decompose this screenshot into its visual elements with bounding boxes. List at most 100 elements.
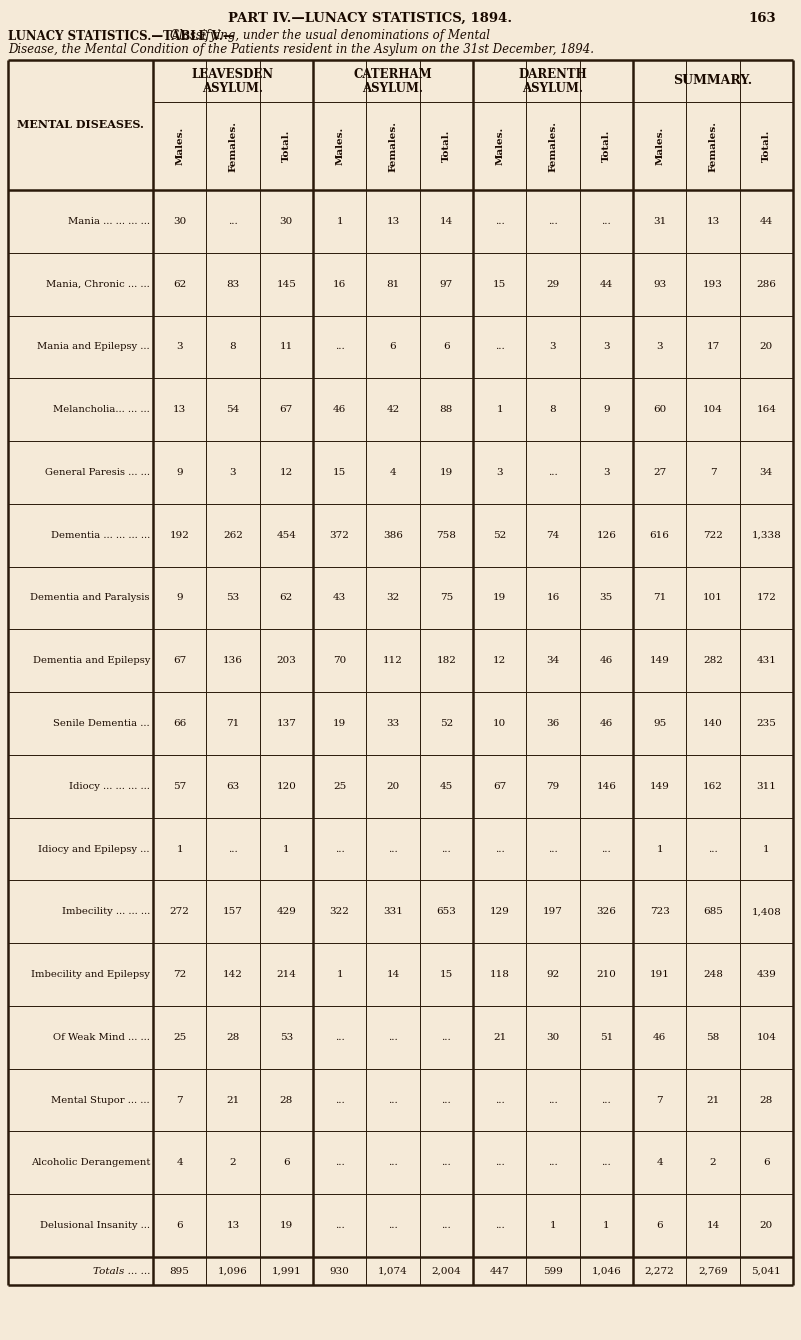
Text: 97: 97 [440, 280, 453, 288]
Text: Senile Dementia ...: Senile Dementia ... [54, 720, 150, 728]
Text: 3: 3 [230, 468, 236, 477]
Text: ...: ... [495, 217, 505, 226]
Text: 157: 157 [223, 907, 243, 917]
Text: ...: ... [548, 1158, 557, 1167]
Text: Imbecility ... ... ...: Imbecility ... ... ... [62, 907, 150, 917]
Text: 44: 44 [600, 280, 613, 288]
Text: ...: ... [335, 343, 344, 351]
Text: 3: 3 [603, 468, 610, 477]
Text: 3: 3 [656, 343, 663, 351]
Text: 6: 6 [656, 1221, 663, 1230]
Text: ...: ... [495, 1221, 505, 1230]
Text: ...: ... [495, 1158, 505, 1167]
Text: 2,769: 2,769 [698, 1266, 728, 1276]
Text: Imbecility and Epilepsy: Imbecility and Epilepsy [31, 970, 150, 980]
Text: 104: 104 [756, 1033, 776, 1041]
Text: 1: 1 [336, 217, 343, 226]
Text: 62: 62 [173, 280, 187, 288]
Text: 454: 454 [276, 531, 296, 540]
Text: 1,991: 1,991 [272, 1266, 301, 1276]
Text: 1: 1 [336, 970, 343, 980]
Text: ...: ... [548, 217, 557, 226]
Text: 322: 322 [330, 907, 349, 917]
Text: 386: 386 [383, 531, 403, 540]
Text: 326: 326 [597, 907, 616, 917]
Text: 6: 6 [763, 1158, 770, 1167]
Text: 1: 1 [497, 405, 503, 414]
Text: 6: 6 [443, 343, 449, 351]
Text: ASYLUM.: ASYLUM. [203, 82, 264, 95]
Text: MENTAL DISEASES.: MENTAL DISEASES. [17, 119, 144, 130]
Text: Mania, Chronic ... ...: Mania, Chronic ... ... [46, 280, 150, 288]
Text: 46: 46 [333, 405, 346, 414]
Text: 75: 75 [440, 594, 453, 603]
Text: 172: 172 [756, 594, 776, 603]
Text: 262: 262 [223, 531, 243, 540]
Text: 203: 203 [276, 657, 296, 665]
Text: ...: ... [388, 1033, 398, 1041]
Text: 137: 137 [276, 720, 296, 728]
Text: 45: 45 [440, 781, 453, 791]
Text: ...: ... [602, 1158, 611, 1167]
Text: 182: 182 [437, 657, 457, 665]
Text: 1,074: 1,074 [378, 1266, 408, 1276]
Text: 12: 12 [280, 468, 293, 477]
Text: 30: 30 [280, 217, 293, 226]
Text: 286: 286 [756, 280, 776, 288]
Text: ...: ... [335, 1221, 344, 1230]
Text: 14: 14 [440, 217, 453, 226]
Text: 67: 67 [173, 657, 187, 665]
Text: 52: 52 [440, 720, 453, 728]
Text: ...: ... [335, 1033, 344, 1041]
Text: 7: 7 [710, 468, 716, 477]
Text: Idiocy and Epilepsy ...: Idiocy and Epilepsy ... [38, 844, 150, 854]
Text: 5,041: 5,041 [751, 1266, 781, 1276]
Text: 34: 34 [546, 657, 560, 665]
Text: 81: 81 [386, 280, 400, 288]
Text: DARENTH: DARENTH [518, 67, 587, 80]
Text: ...: ... [335, 1096, 344, 1104]
Text: 2,004: 2,004 [432, 1266, 461, 1276]
Text: 19: 19 [333, 720, 346, 728]
Text: 53: 53 [280, 1033, 293, 1041]
Text: 6: 6 [283, 1158, 290, 1167]
Text: ...: ... [441, 1033, 451, 1041]
Text: Melancholia... ... ...: Melancholia... ... ... [53, 405, 150, 414]
Text: 7: 7 [176, 1096, 183, 1104]
Text: ...: ... [388, 1158, 398, 1167]
Text: ...: ... [335, 1158, 344, 1167]
Text: 30: 30 [546, 1033, 560, 1041]
Text: 21: 21 [493, 1033, 506, 1041]
Text: 66: 66 [173, 720, 187, 728]
Text: 30: 30 [173, 217, 187, 226]
Text: 142: 142 [223, 970, 243, 980]
Text: 112: 112 [383, 657, 403, 665]
Text: Females.: Females. [709, 121, 718, 172]
Text: 210: 210 [597, 970, 616, 980]
Text: Females.: Females. [388, 121, 397, 172]
Text: Classifying, under the usual denominations of Mental: Classifying, under the usual denominatio… [170, 29, 490, 43]
Text: 331: 331 [383, 907, 403, 917]
Text: 46: 46 [600, 657, 613, 665]
Text: 9: 9 [176, 594, 183, 603]
Text: 311: 311 [756, 781, 776, 791]
Text: ...: ... [495, 844, 505, 854]
Text: 57: 57 [173, 781, 187, 791]
Text: 21: 21 [706, 1096, 719, 1104]
Text: 8: 8 [549, 405, 557, 414]
Text: Mania and Epilepsy ...: Mania and Epilepsy ... [38, 343, 150, 351]
Text: 13: 13 [173, 405, 187, 414]
Text: 162: 162 [703, 781, 723, 791]
Text: 20: 20 [759, 343, 773, 351]
Text: Total.: Total. [282, 130, 291, 162]
Text: Idiocy ... ... ... ...: Idiocy ... ... ... ... [69, 781, 150, 791]
Text: 17: 17 [706, 343, 719, 351]
Text: PART IV.—LUNACY STATISTICS, 1894.: PART IV.—LUNACY STATISTICS, 1894. [228, 12, 512, 24]
Text: 146: 146 [597, 781, 616, 791]
Text: 129: 129 [489, 907, 509, 917]
Text: 9: 9 [603, 405, 610, 414]
Text: 1: 1 [656, 844, 663, 854]
Text: ...: ... [228, 217, 238, 226]
Text: 758: 758 [437, 531, 457, 540]
Text: 92: 92 [546, 970, 560, 980]
